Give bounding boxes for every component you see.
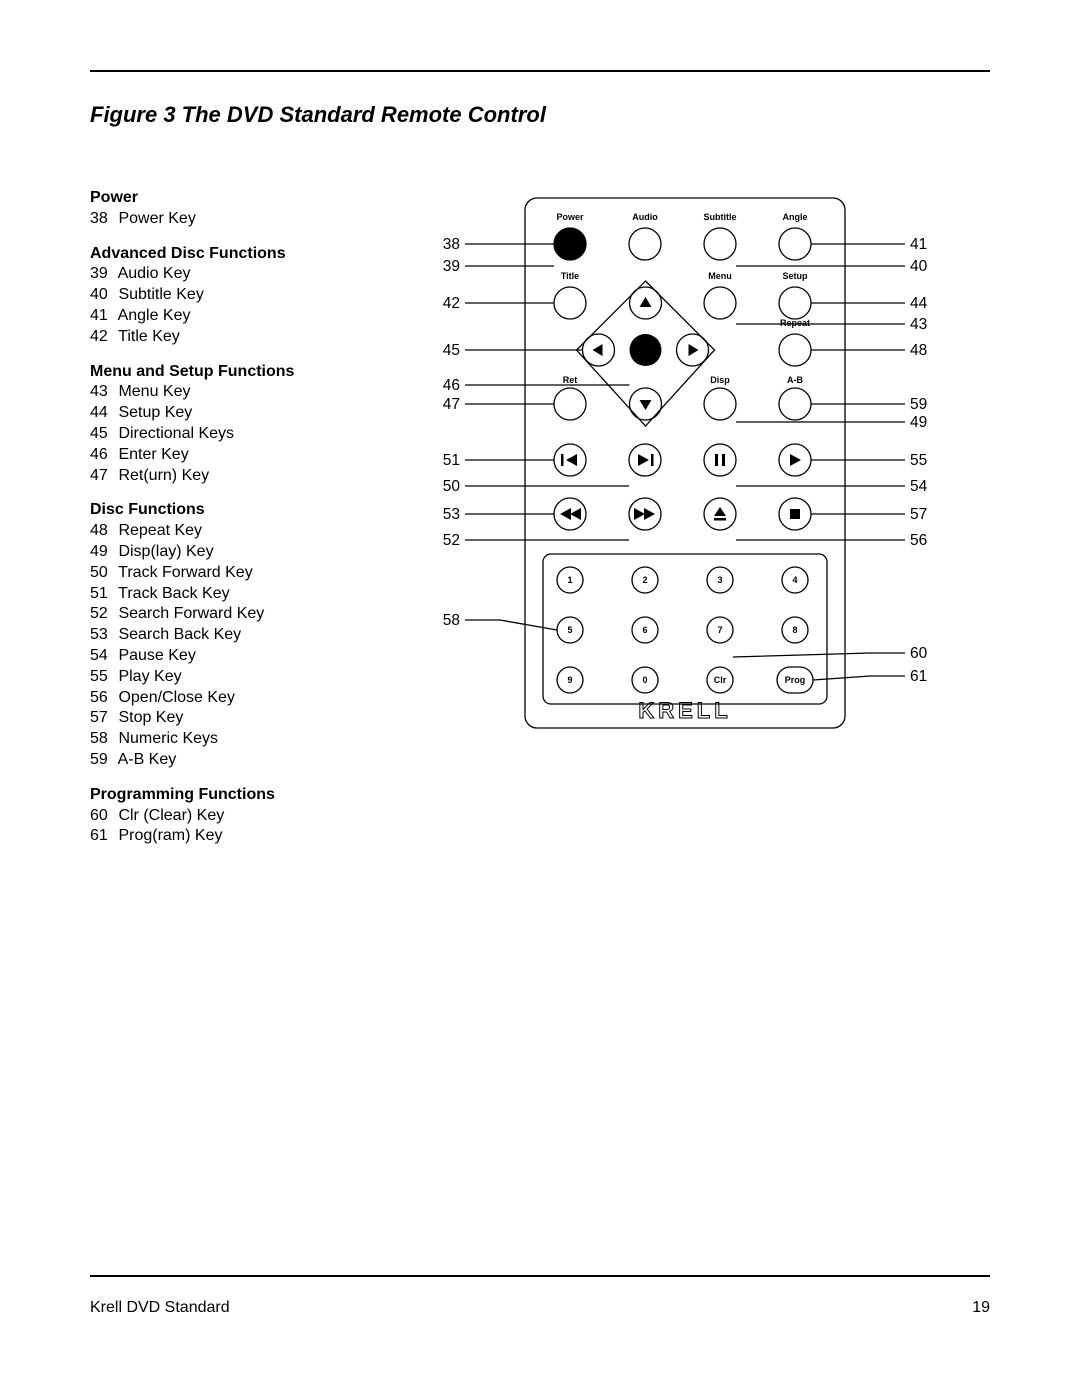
svg-text:39: 39 bbox=[443, 258, 460, 275]
legend-item: 52 Search Forward Key bbox=[90, 604, 370, 625]
svg-text:42: 42 bbox=[443, 295, 460, 312]
legend-item: 47 Ret(urn) Key bbox=[90, 466, 370, 487]
footer-right: 19 bbox=[972, 1299, 990, 1317]
legend-item: 57 Stop Key bbox=[90, 708, 370, 729]
svg-text:40: 40 bbox=[910, 258, 928, 275]
legend-item: 54 Pause Key bbox=[90, 646, 370, 667]
legend-item: 49 Disp(lay) Key bbox=[90, 542, 370, 563]
svg-text:Prog: Prog bbox=[785, 675, 806, 685]
legend-item: 39 Audio Key bbox=[90, 264, 370, 285]
svg-text:6: 6 bbox=[642, 625, 647, 635]
svg-text:38: 38 bbox=[443, 236, 460, 253]
svg-text:61: 61 bbox=[910, 668, 927, 685]
svg-text:Disp: Disp bbox=[710, 375, 730, 385]
svg-text:KRELL: KRELL bbox=[638, 698, 731, 723]
svg-text:Repeat: Repeat bbox=[780, 318, 810, 328]
svg-text:4: 4 bbox=[792, 575, 797, 585]
svg-text:54: 54 bbox=[910, 478, 928, 495]
legend-item: 40 Subtitle Key bbox=[90, 285, 370, 306]
footer-left: Krell DVD Standard bbox=[90, 1299, 230, 1317]
svg-text:47: 47 bbox=[443, 396, 460, 413]
svg-text:Ret: Ret bbox=[563, 375, 578, 385]
legend-item: 50 Track Forward Key bbox=[90, 563, 370, 584]
svg-text:44: 44 bbox=[910, 295, 928, 312]
svg-text:8: 8 bbox=[792, 625, 797, 635]
legend-item: 55 Play Key bbox=[90, 667, 370, 688]
svg-text:50: 50 bbox=[443, 478, 461, 495]
svg-text:53: 53 bbox=[443, 506, 460, 523]
legend-item: 41 Angle Key bbox=[90, 306, 370, 327]
svg-text:49: 49 bbox=[910, 414, 927, 431]
svg-text:Menu: Menu bbox=[708, 271, 732, 281]
legend-item: 43 Menu Key bbox=[90, 382, 370, 403]
legend-item: 48 Repeat Key bbox=[90, 521, 370, 542]
svg-text:41: 41 bbox=[910, 236, 927, 253]
legend-item: 61 Prog(ram) Key bbox=[90, 826, 370, 847]
legend-item: 44 Setup Key bbox=[90, 403, 370, 424]
heading-menu: Menu and Setup Functions bbox=[90, 362, 370, 383]
svg-text:A-B: A-B bbox=[787, 375, 803, 385]
svg-text:Subtitle: Subtitle bbox=[704, 212, 737, 222]
svg-text:56: 56 bbox=[910, 532, 927, 549]
legend-item: 58 Numeric Keys bbox=[90, 729, 370, 750]
svg-text:Power: Power bbox=[556, 212, 584, 222]
svg-text:1: 1 bbox=[567, 575, 572, 585]
legend-item: 46 Enter Key bbox=[90, 445, 370, 466]
legend: Power 38 Power Key Advanced Disc Functio… bbox=[90, 188, 370, 847]
svg-text:52: 52 bbox=[443, 532, 460, 549]
heading-power: Power bbox=[90, 188, 370, 209]
svg-text:Audio: Audio bbox=[632, 212, 658, 222]
svg-text:55: 55 bbox=[910, 452, 927, 469]
heading-disc: Disc Functions bbox=[90, 500, 370, 521]
svg-text:58: 58 bbox=[443, 612, 460, 629]
figure-title: Figure 3 The DVD Standard Remote Control bbox=[90, 102, 990, 128]
svg-text:51: 51 bbox=[443, 452, 460, 469]
legend-item: 59 A-B Key bbox=[90, 750, 370, 771]
svg-text:5: 5 bbox=[567, 625, 572, 635]
legend-item: 38 Power Key bbox=[90, 209, 370, 230]
svg-text:3: 3 bbox=[717, 575, 722, 585]
svg-text:9: 9 bbox=[567, 675, 572, 685]
svg-text:Setup: Setup bbox=[782, 271, 808, 281]
heading-prog: Programming Functions bbox=[90, 785, 370, 806]
remote-diagram: Power Audio Subtitle Angle Title Menu Setup Rep… bbox=[420, 188, 990, 847]
legend-item: 42 Title Key bbox=[90, 327, 370, 348]
legend-item: 45 Directional Keys bbox=[90, 424, 370, 445]
svg-text:0: 0 bbox=[642, 675, 647, 685]
svg-text:45: 45 bbox=[443, 342, 460, 359]
svg-text:46: 46 bbox=[443, 377, 460, 394]
svg-text:Clr: Clr bbox=[714, 675, 727, 685]
svg-text:Title: Title bbox=[561, 271, 579, 281]
svg-text:2: 2 bbox=[642, 575, 647, 585]
legend-item: 60 Clr (Clear) Key bbox=[90, 806, 370, 827]
svg-text:60: 60 bbox=[910, 645, 928, 662]
heading-adv: Advanced Disc Functions bbox=[90, 244, 370, 265]
svg-text:43: 43 bbox=[910, 316, 927, 333]
svg-text:48: 48 bbox=[910, 342, 927, 359]
legend-item: 51 Track Back Key bbox=[90, 584, 370, 605]
svg-text:Angle: Angle bbox=[782, 212, 807, 222]
legend-item: 53 Search Back Key bbox=[90, 625, 370, 646]
svg-text:7: 7 bbox=[717, 625, 722, 635]
svg-text:57: 57 bbox=[910, 506, 927, 523]
legend-item: 56 Open/Close Key bbox=[90, 688, 370, 709]
svg-text:59: 59 bbox=[910, 396, 927, 413]
